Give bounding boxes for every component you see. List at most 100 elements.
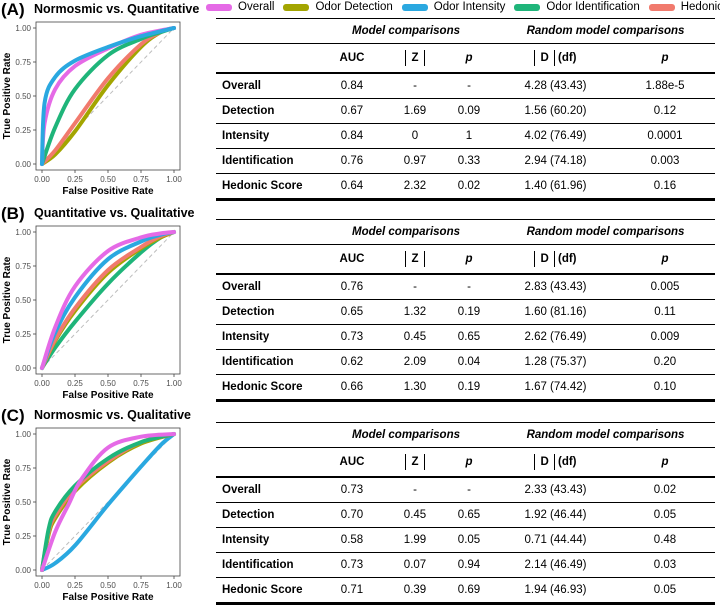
plot-title: Quantitative vs. Qualitative [34,206,195,220]
row-label: Intensity [216,123,316,149]
cell-p2: 0.05 [615,577,715,605]
table-row: Intensity 0.58 1.99 0.05 0.71 (44.44) 0.48 [216,527,715,553]
roc-curve-odor-identification [40,432,176,572]
col-auc: AUC [316,447,388,478]
cell-d: 2.62 (76.49) [496,324,615,350]
row-label: Hedonic Score [216,374,316,402]
y-tick-label: 0.25 [15,330,31,339]
row-label: Overall [216,274,316,300]
table-row: Hedonic Score 0.66 1.30 0.19 1.67 (74.42) 0.1… [216,374,715,402]
table-column-header: AUC Z p D (df) p [216,244,715,275]
y-tick-label: 1.00 [15,24,31,33]
legend-label-hedonic-score: Hedonic Score [680,1,720,13]
cell-z: 0.45 [388,324,442,350]
cell-d: 0.71 (44.44) [496,527,615,553]
y-tick-label: 0.75 [15,464,31,473]
cell-p: 0.19 [442,374,496,402]
table-row: Overall 0.73- -2.33 (43.43) 0.02 [216,477,715,503]
x-tick-label: 0.75 [133,175,149,184]
y-tick-label: 0.50 [15,296,31,305]
panel-label: (B) [1,204,25,223]
col-d: D [534,251,555,267]
cell-auc: 0.58 [316,527,388,553]
panel-b: (B) Quantitative vs. Qualitative 0.00 0.0… [0,204,720,409]
cell-z: 1.32 [388,299,442,325]
cell-z: 1.99 [388,527,442,553]
plot-title: Normosmic vs. Quantitative [34,2,200,16]
cell-auc: 0.65 [316,299,388,325]
cell-z: 1.30 [388,374,442,402]
cell-auc: 0.71 [316,577,388,605]
x-axis-label: False Positive Rate [62,592,154,603]
cell-p2: 0.03 [615,552,715,578]
cell-auc: 0.64 [316,173,388,201]
roc-curve-odor-intensity [40,26,176,166]
model-comparisons-heading: Model comparisons [316,18,496,44]
cell-p: 0.33 [442,148,496,174]
cell-p2: 0.48 [615,527,715,553]
row-label: Intensity [216,324,316,350]
cell-d: 2.14 (46.49) [496,552,615,578]
random-model-comparisons-heading: Random model comparisons [496,18,715,44]
cell-z: 0 [388,123,442,149]
stats-table: Model comparisons Random model compariso… [216,18,715,201]
row-label: Detection [216,299,316,325]
cell-p: 1 [442,123,496,149]
col-auc: AUC [316,244,388,275]
cell-z: - [388,73,442,99]
cell-d: 1.94 (46.93) [496,577,615,605]
panel-a: (A) Normosmic vs. Quantitative 0.00 0.00 0… [0,0,720,205]
row-label: Detection [216,502,316,528]
cell-p: - [442,73,496,99]
cell-p: 0.02 [442,173,496,201]
y-tick-label: 0.00 [15,160,31,169]
col-df: (df) [558,52,577,64]
legend-label-overall: Overall [238,1,275,13]
cell-p2: 0.003 [615,148,715,174]
col-z: Z [405,50,425,66]
cell-auc: 0.73 [316,477,388,503]
cell-p: 0.19 [442,299,496,325]
cell-auc: 0.73 [316,552,388,578]
y-tick-label: 0.75 [15,58,31,67]
table-row: Identification 0.73 0.07 0.94 2.14 (46.49) 0.… [216,552,715,578]
table-row: Overall 0.76- -2.83 (43.43) 0.005 [216,274,715,300]
x-tick-label: 0.50 [100,379,116,388]
table-row: Hedonic Score 0.64 2.32 0.02 1.40 (61.96) 0.1… [216,173,715,201]
x-tick-label: 0.00 [34,379,50,388]
cell-p2: 1.88e-5 [615,73,715,99]
table-row: Identification 0.76 0.97 0.33 2.94 (74.18) 0.… [216,148,715,174]
table-row: Intensity 0.73 0.45 0.65 2.62 (76.49) 0.009 [216,324,715,350]
y-tick-label: 0.25 [15,126,31,135]
row-label: Identification [216,148,316,174]
legend-item-odor-intensity: Odor Intensity [401,1,505,13]
cell-p2: 0.005 [615,274,715,300]
cell-z: - [388,274,442,300]
roc-curve-overall [40,230,176,370]
row-label: Hedonic Score [216,577,316,605]
table-group-header: Model comparisons Random model compariso… [216,219,715,245]
cell-auc: 0.66 [316,374,388,402]
table-row: Identification 0.62 2.09 0.04 1.28 (75.37) 0.… [216,349,715,375]
model-comparisons-heading: Model comparisons [316,422,496,448]
x-tick-label: 0.50 [100,175,116,184]
col-p2: p [615,244,715,275]
table-row: Hedonic Score 0.71 0.39 0.69 1.94 (46.93) 0.0… [216,577,715,605]
plot-title: Normosmic vs. Qualitative [34,408,192,422]
y-axis-label: True Positive Rate [2,458,13,545]
row-label: Identification [216,349,316,375]
stats-table: Model comparisons Random model compariso… [216,219,715,402]
cell-auc: 0.84 [316,123,388,149]
table-group-header: Model comparisons Random model compariso… [216,422,715,448]
legend-item-odor-detection: Odor Detection [283,1,393,13]
x-tick-label: 0.75 [133,581,149,590]
legend-item-hedonic-score: Hedonic Score [648,1,720,13]
row-label: Overall [216,73,316,99]
col-z: Z [405,251,425,267]
cell-d: 1.56 (60.20) [496,98,615,124]
table-row: Detection 0.65 1.32 0.19 1.60 (81.16) 0.11 [216,299,715,325]
roc-chart: 0.000.00 0.25 0.25 0.50 0.50 0.75 0.75 1.00 1.00… [2,21,182,197]
roc-curve-overall [40,432,176,572]
legend: Overall Odor Detection Odor Intensity Od… [206,0,720,14]
cell-p2: 0.0001 [615,123,715,149]
